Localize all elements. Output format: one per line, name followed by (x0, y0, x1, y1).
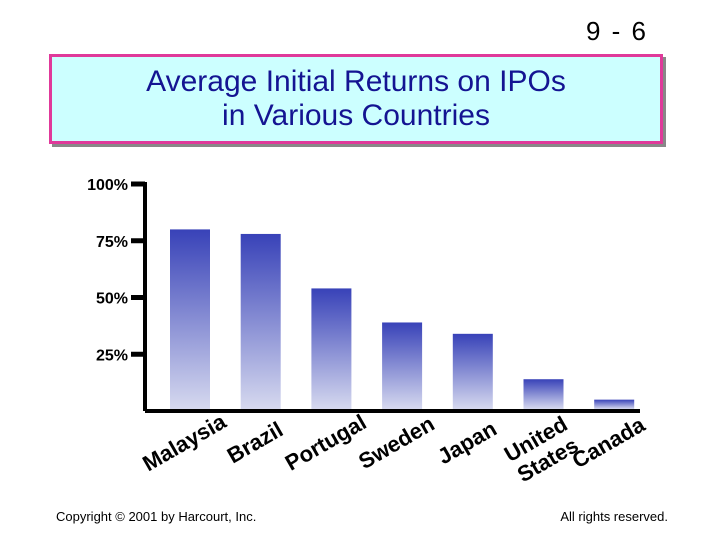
bar (170, 229, 210, 409)
x-tick-label: Canada (568, 411, 650, 473)
chart-title: Average Initial Returns on IPOs in Vario… (146, 65, 566, 132)
rights-text: All rights reserved. (560, 509, 668, 524)
x-tick-label: Portugal (281, 409, 371, 475)
x-tick-label: Japan (433, 416, 501, 469)
bar (382, 322, 423, 409)
bar (240, 233, 281, 409)
y-tick-label: 50% (96, 291, 128, 308)
x-tick-label: Malaysia (138, 408, 231, 476)
bar (452, 333, 493, 409)
x-tick-label: Brazil (223, 417, 287, 469)
y-tick-label: 100% (87, 177, 128, 194)
y-tick-label: 75% (96, 234, 128, 251)
copyright-text: Copyright © 2001 by Harcourt, Inc. (56, 509, 257, 524)
bar (523, 379, 564, 409)
x-tick-label: Sweden (354, 411, 439, 474)
title-box: Average Initial Returns on IPOs in Vario… (49, 54, 663, 144)
bar (311, 288, 352, 409)
bar (594, 399, 635, 409)
y-tick-label: 25% (96, 347, 128, 364)
slide-number: 9 - 6 (585, 16, 648, 46)
